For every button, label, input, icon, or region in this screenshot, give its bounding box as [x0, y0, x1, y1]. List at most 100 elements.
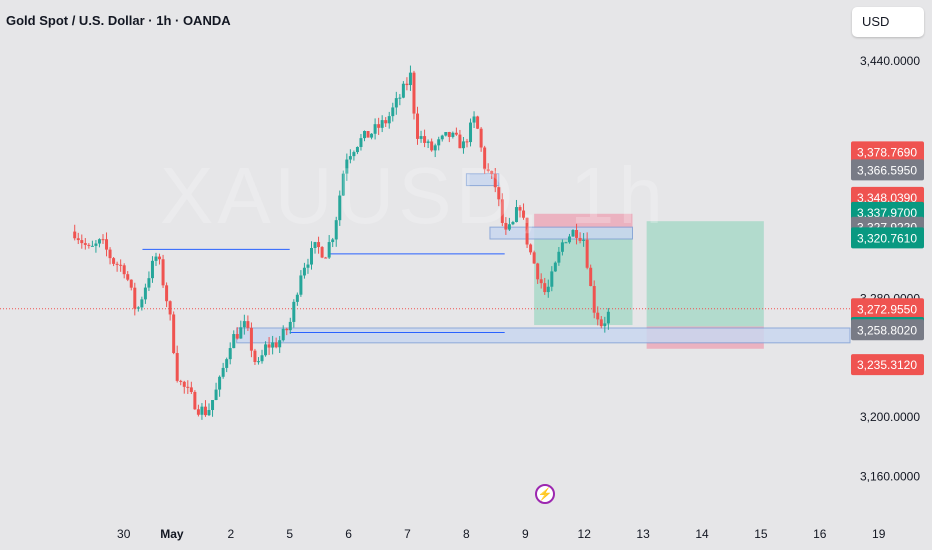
- supply-demand-zone: [465, 173, 500, 187]
- price-label: 3,378.7690: [851, 141, 924, 163]
- candle-body: [288, 321, 292, 331]
- candle: [203, 400, 207, 417]
- candle: [476, 115, 480, 130]
- price-label: 3,235.3120: [851, 354, 924, 376]
- candle: [500, 193, 504, 227]
- time-axis: 30 May 2 5 6 7 8 9 12 13 14 15 16 19: [117, 527, 886, 541]
- candle-body: [476, 116, 480, 129]
- candle-body: [582, 239, 586, 241]
- candle: [341, 170, 345, 196]
- candle-body: [592, 286, 596, 313]
- candle: [327, 235, 331, 260]
- candle: [278, 336, 282, 354]
- candle-body: [179, 380, 183, 382]
- candle: [553, 261, 557, 272]
- candle-body: [532, 252, 536, 264]
- candle-body: [147, 278, 151, 288]
- candle: [309, 241, 313, 270]
- candle-body: [525, 217, 529, 245]
- candle: [603, 316, 607, 333]
- candle: [80, 234, 84, 249]
- candle: [105, 232, 109, 257]
- candle-body: [444, 132, 448, 136]
- time-tick-label: 5: [286, 527, 293, 541]
- candle: [334, 216, 338, 247]
- chart-title: Gold Spot / U.S. Dollar · 1h · OANDA: [6, 13, 231, 28]
- candle: [575, 223, 579, 245]
- candle: [578, 232, 582, 244]
- candle-body: [90, 245, 94, 247]
- candle: [440, 134, 444, 142]
- candle: [557, 247, 561, 266]
- candle-body: [87, 244, 91, 246]
- candle-body: [97, 239, 101, 244]
- candle-body: [260, 355, 264, 362]
- candle-body: [246, 321, 250, 328]
- candle: [525, 217, 529, 248]
- candle: [408, 65, 412, 91]
- candle-body: [80, 240, 84, 244]
- candle: [592, 280, 596, 319]
- candle: [94, 240, 98, 253]
- candle: [359, 134, 363, 151]
- candle-body: [218, 376, 222, 390]
- candle-body: [302, 267, 306, 276]
- currency-selector[interactable]: USD: [852, 7, 924, 37]
- time-tick-label: 2: [227, 527, 234, 541]
- price-tick-label: 3,440.0000: [860, 54, 920, 68]
- candle-body: [543, 283, 547, 293]
- candle-body: [196, 409, 200, 415]
- candle: [589, 264, 593, 287]
- candle: [218, 375, 222, 397]
- candle-body: [126, 274, 130, 280]
- price-label: 3,258.8020: [851, 319, 924, 341]
- candle-body: [419, 136, 423, 139]
- candle-body: [426, 141, 430, 143]
- candle-body: [380, 120, 384, 128]
- candle: [292, 299, 296, 328]
- price-label-bg: [851, 227, 924, 249]
- candle: [285, 327, 289, 336]
- candle-body: [384, 120, 388, 124]
- candle-body: [239, 327, 243, 339]
- candle: [189, 381, 193, 395]
- time-tick-label: 16: [813, 527, 827, 541]
- candle-body: [105, 239, 109, 250]
- candle-body: [603, 323, 607, 327]
- time-tick-label: 7: [404, 527, 411, 541]
- candle-body: [253, 350, 257, 362]
- time-tick-label: 30: [117, 527, 131, 541]
- candle-body: [504, 222, 508, 230]
- candle-body: [235, 334, 239, 339]
- candle: [377, 117, 381, 135]
- candle-body: [306, 264, 310, 268]
- candle-body: [334, 220, 338, 240]
- candle-body: [122, 265, 126, 275]
- candle: [87, 243, 91, 249]
- candle: [419, 130, 423, 143]
- supply-demand-zone: [236, 327, 851, 344]
- lightning-icon[interactable]: ⚡: [535, 484, 555, 504]
- candle-body: [331, 239, 335, 243]
- candle-body: [578, 237, 582, 241]
- candle-body: [281, 328, 285, 341]
- candle-body: [437, 139, 441, 146]
- candle: [129, 279, 133, 291]
- position-loss-zone: [534, 213, 633, 229]
- candle-body: [377, 124, 381, 128]
- candle: [560, 239, 564, 256]
- candle-body: [486, 169, 490, 171]
- candle: [461, 136, 465, 154]
- candle-body: [119, 264, 123, 266]
- candle: [320, 246, 324, 259]
- candle-body: [391, 107, 395, 117]
- price-label-text: 3,235.3120: [857, 358, 917, 372]
- candle: [380, 115, 384, 133]
- candle: [348, 149, 352, 164]
- candle-body: [158, 256, 162, 260]
- candle: [108, 247, 112, 265]
- candle-body: [200, 406, 204, 415]
- candle-body: [490, 170, 494, 174]
- candle-body: [285, 328, 289, 331]
